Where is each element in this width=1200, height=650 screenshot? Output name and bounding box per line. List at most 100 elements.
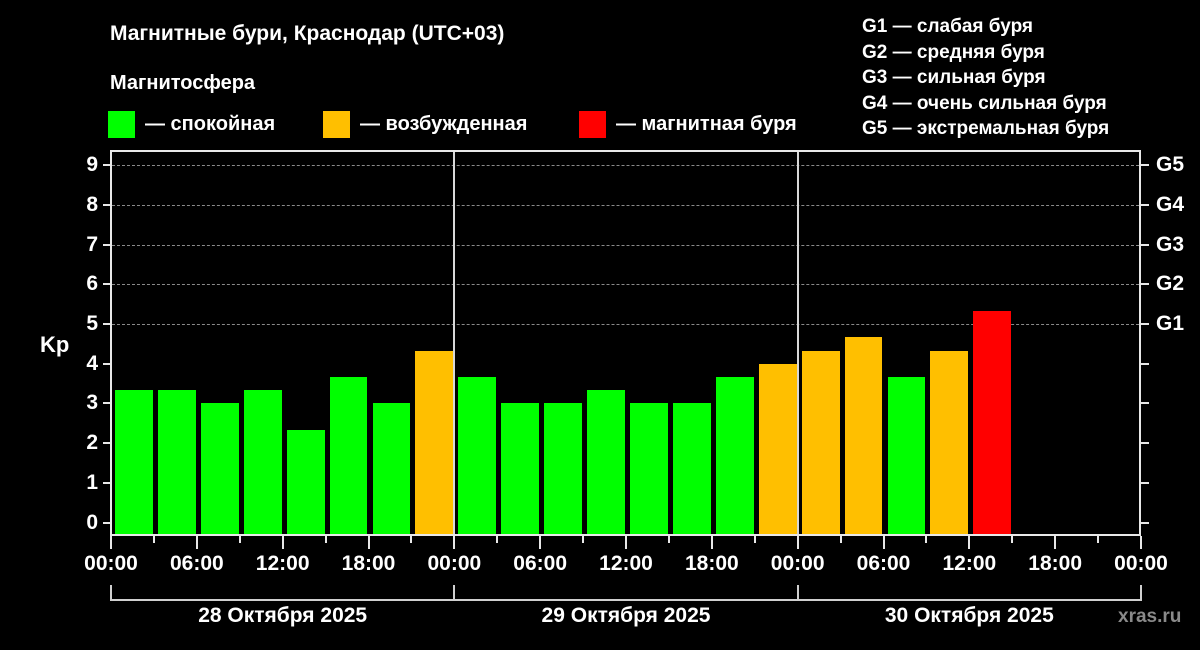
date-label: 28 Октября 2025	[198, 604, 368, 627]
y-tick	[103, 402, 111, 405]
x-tick-label: 06:00	[856, 552, 911, 575]
x-tick	[152, 536, 155, 543]
x-tick-label: 00:00	[1114, 552, 1168, 575]
y-tick-label: 6	[86, 272, 98, 296]
x-tick-label: 06:00	[169, 552, 224, 575]
y-tick	[103, 283, 111, 286]
x-tick	[625, 536, 627, 549]
x-tick	[110, 536, 112, 549]
storm-level-g3: G3 — сильная буря	[862, 67, 1046, 88]
kp-bar	[157, 390, 196, 535]
y-tick-label: 5	[86, 312, 98, 335]
g-level-label: G1	[1156, 312, 1185, 335]
storm-level-g1: G1 — слабая буря	[862, 16, 1034, 37]
y-tick-right	[1141, 243, 1149, 246]
kp-bar	[329, 376, 368, 535]
x-tick-label: 18:00	[1028, 552, 1083, 575]
y-tick-label: 7	[86, 232, 98, 256]
kp-bar	[243, 390, 282, 535]
x-tick	[410, 536, 413, 543]
x-tick	[539, 536, 542, 549]
kp-bar	[501, 403, 540, 535]
x-tick	[753, 536, 756, 543]
kp-bar	[973, 310, 1012, 535]
y-tick-right	[1141, 402, 1149, 405]
date-label: 30 Октября 2025	[884, 604, 1054, 627]
y-tick-right	[1141, 323, 1149, 325]
y-tick	[103, 203, 111, 206]
x-tick	[839, 536, 842, 543]
legend-label: — возбужденная	[360, 112, 528, 135]
legend-quiet: — спокойная	[108, 110, 275, 138]
kp-bar	[115, 390, 153, 535]
kp-bar	[458, 376, 497, 535]
g-level-label: G4	[1156, 192, 1185, 216]
x-tick-label: 00:00	[427, 552, 482, 575]
y-tick	[103, 243, 111, 246]
kp-bar	[630, 403, 668, 535]
y-tick-right	[1141, 442, 1149, 445]
kp-bar	[372, 403, 411, 535]
y-tick	[103, 362, 111, 365]
x-tick	[324, 536, 327, 543]
storm-swatch-icon	[579, 110, 606, 138]
unsettled-swatch-icon	[323, 110, 350, 138]
x-tick-label: 18:00	[341, 552, 396, 575]
y-tick-label: 0	[86, 510, 98, 534]
date-bracket	[111, 599, 1142, 601]
x-tick-label: 12:00	[599, 552, 653, 575]
x-tick-label: 12:00	[255, 552, 310, 575]
chart-subtitle: Магнитосфера	[110, 72, 256, 94]
legend-label: — спокойная	[145, 112, 276, 135]
y-tick	[103, 164, 111, 167]
x-tick-label: 18:00	[684, 552, 739, 575]
y-tick-label: 4	[86, 351, 98, 375]
quiet-swatch-icon	[108, 110, 135, 138]
x-tick	[1097, 536, 1100, 543]
storm-level-g2: G2 — средняя буря	[862, 41, 1045, 63]
kp-bar	[200, 403, 239, 535]
gridline	[112, 244, 1139, 246]
date-bracket-tick	[796, 585, 799, 601]
x-tick	[195, 536, 198, 549]
day-separator	[453, 150, 456, 536]
kp-bar	[844, 337, 883, 535]
x-tick	[582, 536, 585, 543]
storm-level-g5: G5 — экстремальная буря	[862, 118, 1110, 139]
x-tick	[453, 536, 456, 549]
y-tick-label: 2	[86, 431, 98, 455]
day-separator	[796, 150, 799, 536]
kp-bar	[544, 403, 583, 535]
date-label: 29 Октября 2025	[541, 604, 711, 627]
storm-level-g4: G4 — очень сильная буря	[862, 92, 1107, 114]
x-tick	[968, 536, 971, 549]
y-tick-right	[1141, 481, 1149, 484]
watermark: xras.ru	[1118, 606, 1182, 627]
y-tick-label: 1	[86, 470, 98, 494]
g-level-label: G2	[1156, 272, 1185, 296]
x-tick-label: 12:00	[942, 552, 997, 575]
legend-unsettled: — возбужденная	[323, 110, 527, 138]
kp-bar	[801, 350, 840, 535]
x-tick	[1011, 536, 1014, 543]
x-tick-label: 00:00	[84, 552, 138, 575]
date-bracket-tick	[1140, 585, 1142, 601]
kp-bar	[415, 350, 454, 535]
legend-storm: — магнитная буря	[579, 110, 797, 138]
date-bracket-tick	[110, 585, 112, 601]
legend-label: — магнитная буря	[616, 112, 797, 135]
g-level-label: G5	[1156, 153, 1185, 177]
y-tick-right	[1141, 203, 1149, 206]
x-tick	[238, 536, 241, 543]
y-tick-label: 9	[86, 153, 98, 177]
plot-frame	[110, 150, 1141, 536]
storm-levels-legend: G1 — слабая буря G2 — средняя буря G3 — …	[862, 14, 1109, 142]
y-tick	[103, 442, 111, 445]
kp-bar	[930, 350, 969, 535]
y-tick	[103, 521, 111, 524]
y-tick-right	[1141, 362, 1149, 365]
x-tick-label: 00:00	[770, 552, 825, 575]
gridline	[112, 204, 1139, 206]
y-axis-label: Kp	[40, 332, 70, 357]
y-tick	[103, 323, 111, 325]
